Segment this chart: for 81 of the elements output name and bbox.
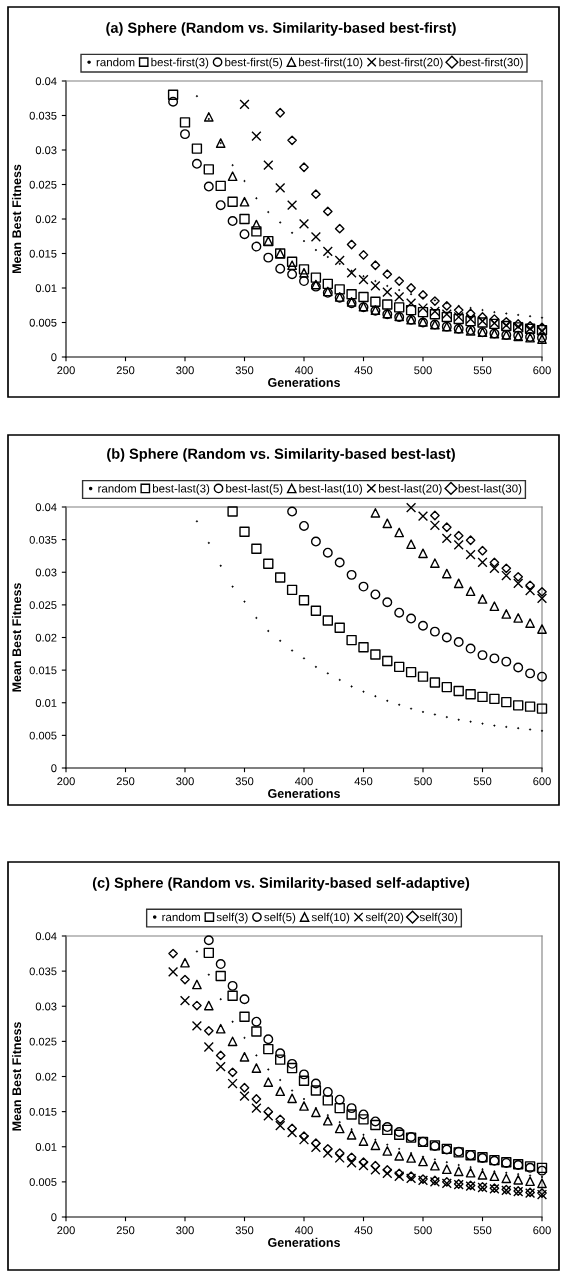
y-tick-label: 0 <box>51 1213 57 1222</box>
legend-label: best-first(5) <box>225 57 283 69</box>
y-tick-label: 0.02 <box>35 215 57 224</box>
legend-label: best-last(30) <box>458 484 522 495</box>
y-tick-label: 0.04 <box>35 503 57 512</box>
legend-label: best-first(20) <box>379 57 443 69</box>
x-tick-label: 550 <box>473 777 492 786</box>
legend-label: best-last(10) <box>299 484 362 495</box>
y-axis-title: Mean Best Fitness <box>11 583 22 692</box>
x-tick-label: 400 <box>294 777 313 786</box>
x-tick-label: 500 <box>414 366 432 375</box>
y-tick-label: 0.015 <box>29 1107 57 1116</box>
y-tick-label: 0.005 <box>29 318 57 327</box>
legend-label: best-first(30) <box>459 57 523 69</box>
y-axis-title: Mean Best Fitness <box>11 1022 22 1131</box>
x-tick-label: 300 <box>176 1226 194 1235</box>
y-tick-label: 0.015 <box>29 666 57 675</box>
y-tick-label: 0.02 <box>35 633 57 642</box>
y-tick-label: 0.035 <box>29 535 57 544</box>
x-axis-title: Generations <box>268 377 340 387</box>
y-tick-label: 0.015 <box>29 249 57 258</box>
y-tick-label: 0.035 <box>29 967 57 976</box>
x-axis-title: Generations <box>268 788 340 798</box>
legend-label: random <box>162 912 200 922</box>
legend-label: best-last(20) <box>379 484 442 495</box>
y-tick-label: 0.04 <box>35 77 57 86</box>
x-tick-label: 600 <box>533 366 551 375</box>
y-tick-label: 0.035 <box>29 111 57 120</box>
y-tick-label: 0.025 <box>29 601 57 610</box>
y-tick-label: 0.025 <box>29 1037 57 1046</box>
x-tick-label: 400 <box>294 1226 313 1235</box>
x-tick-label: 200 <box>57 366 75 375</box>
x-tick-label: 200 <box>57 777 75 786</box>
x-tick-label: 250 <box>116 777 135 786</box>
x-tick-label: 350 <box>235 366 254 375</box>
chart-title: (b) Sphere (Random vs. Similarity-based best-last) <box>107 448 455 462</box>
legend-label: best-first(3) <box>151 57 209 69</box>
x-tick-label: 250 <box>116 366 135 375</box>
x-tick-label: 450 <box>354 366 373 375</box>
legend-label: self(30) <box>419 912 458 924</box>
y-tick-label: 0.04 <box>35 932 57 941</box>
x-tick-label: 500 <box>414 1226 432 1235</box>
x-tick-label: 350 <box>235 1226 254 1235</box>
y-tick-label: 0.005 <box>29 731 57 740</box>
x-tick-label: 400 <box>294 366 313 375</box>
y-tick-label: 0.02 <box>35 1072 57 1081</box>
x-tick-label: 550 <box>473 366 492 375</box>
chart-title: (c) Sphere (Random vs. Similarity-based self-adaptive) <box>92 877 470 891</box>
legend-label: best-last(3) <box>152 484 210 495</box>
legend-label: best-last(5) <box>226 484 283 495</box>
y-tick-label: 0.025 <box>29 180 57 189</box>
y-tick-label: 0.03 <box>35 1002 57 1011</box>
legend-label: best-first(10) <box>299 57 363 69</box>
legend-label: random <box>98 484 136 493</box>
legend-label: self(10) <box>311 912 350 924</box>
x-tick-label: 350 <box>235 777 254 786</box>
legend-label: self(20) <box>365 912 404 924</box>
y-axis-title: Mean Best Fitness <box>11 164 22 274</box>
chart-title: (a) Sphere (Random vs. Similarity-based best-first) <box>106 22 456 36</box>
y-tick-label: 0 <box>51 353 57 362</box>
y-tick-label: 0 <box>51 764 57 773</box>
x-tick-label: 500 <box>414 777 432 786</box>
legend-label: self(5) <box>264 912 296 924</box>
x-tick-label: 300 <box>176 777 194 786</box>
x-tick-label: 200 <box>57 1226 75 1235</box>
x-tick-label: 600 <box>533 1226 551 1235</box>
x-tick-label: 250 <box>116 1226 135 1235</box>
y-tick-label: 0.01 <box>35 284 57 293</box>
legend-label: random <box>96 57 135 67</box>
x-tick-label: 300 <box>176 366 194 375</box>
x-tick-label: 450 <box>354 1226 373 1235</box>
x-tick-label: 600 <box>533 777 551 786</box>
y-tick-label: 0.01 <box>35 699 57 707</box>
legend-label: self(3) <box>216 912 248 924</box>
y-tick-label: 0.03 <box>35 568 57 577</box>
x-tick-label: 550 <box>473 1226 492 1235</box>
x-axis-title: Generations <box>268 1237 340 1247</box>
y-tick-label: 0.03 <box>35 146 57 155</box>
y-tick-label: 0.01 <box>35 1143 57 1151</box>
y-tick-label: 0.005 <box>29 1178 57 1187</box>
x-tick-label: 450 <box>354 777 373 786</box>
